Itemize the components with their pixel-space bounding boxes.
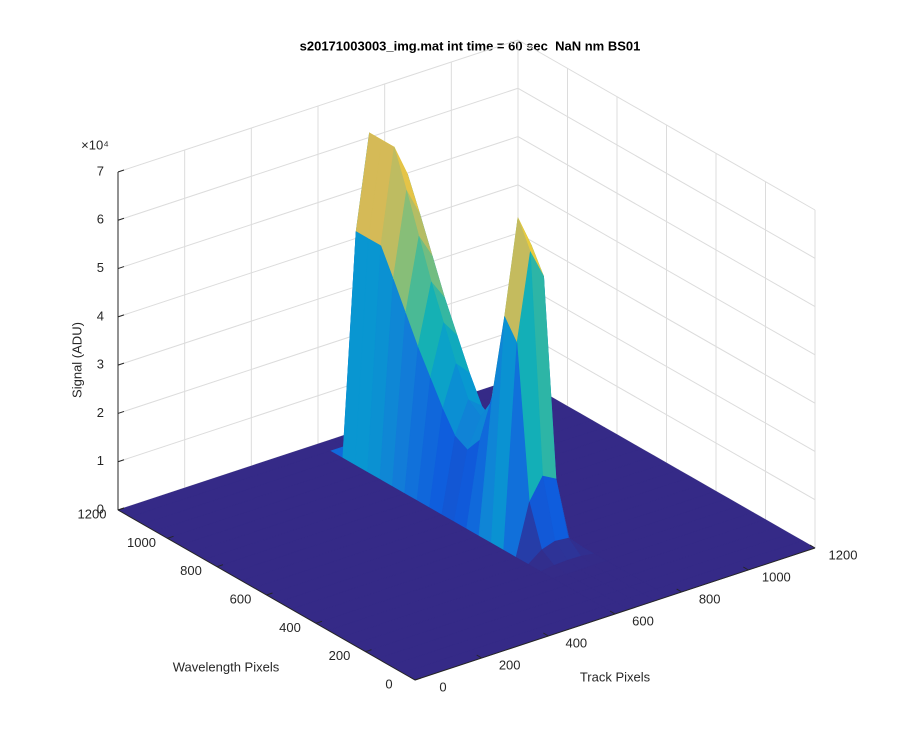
tick-mark xyxy=(414,677,422,681)
y-tick-label: 400 xyxy=(279,620,301,635)
z-axis-label: Signal (ADU) xyxy=(69,322,84,398)
tick-mark xyxy=(676,588,682,593)
y-tick-label: 1000 xyxy=(127,535,156,550)
z-tick-label: 2 xyxy=(97,405,104,420)
x-tick-label: 0 xyxy=(439,679,446,694)
tick-mark xyxy=(167,535,174,539)
z-tick-label: 3 xyxy=(97,357,104,372)
tick-mark xyxy=(117,410,125,414)
x-tick-label: 600 xyxy=(632,613,654,628)
tick-mark xyxy=(266,592,273,596)
z-tick-label: 7 xyxy=(97,163,104,178)
tick-mark xyxy=(216,564,224,568)
z-tick-label: 5 xyxy=(97,260,104,275)
tick-mark xyxy=(743,566,749,571)
tick-mark xyxy=(809,544,816,549)
x-tick-label: 1200 xyxy=(829,547,858,562)
chart-title: s20171003003_img.mat int time = 60 sec N… xyxy=(300,38,641,53)
tick-mark xyxy=(117,169,125,173)
x-tick-label: 200 xyxy=(499,657,521,672)
tick-mark xyxy=(409,676,416,681)
tick-mark xyxy=(365,649,372,653)
tick-mark xyxy=(609,610,616,615)
tick-mark xyxy=(117,217,125,221)
y-axis-label: Wavelength Pixels xyxy=(173,659,280,674)
z-multiplier: ×10⁴ xyxy=(81,137,109,152)
y-tick-label: 1200 xyxy=(78,506,107,521)
tick-mark xyxy=(315,620,323,624)
tick-mark xyxy=(117,459,125,463)
z-tick-label: 4 xyxy=(97,308,104,323)
tick-mark xyxy=(543,632,549,637)
y-tick-label: 0 xyxy=(385,676,392,691)
tick-mark xyxy=(117,362,125,366)
tick-mark xyxy=(117,266,125,270)
tick-mark xyxy=(117,507,125,511)
x-tick-label: 800 xyxy=(699,591,721,606)
y-tick-label: 800 xyxy=(180,563,202,578)
x-tick-label: 400 xyxy=(565,635,587,650)
x-axis-label: Track Pixels xyxy=(580,669,651,684)
z-tick-label: 0 xyxy=(97,501,104,516)
tick-mark xyxy=(476,654,482,659)
y-tick-label: 600 xyxy=(230,591,252,606)
y-tick-label: 200 xyxy=(329,648,351,663)
z-tick-label: 1 xyxy=(97,453,104,468)
tick-mark xyxy=(117,314,125,318)
z-tick-label: 6 xyxy=(97,212,104,227)
x-tick-label: 1000 xyxy=(762,569,791,584)
